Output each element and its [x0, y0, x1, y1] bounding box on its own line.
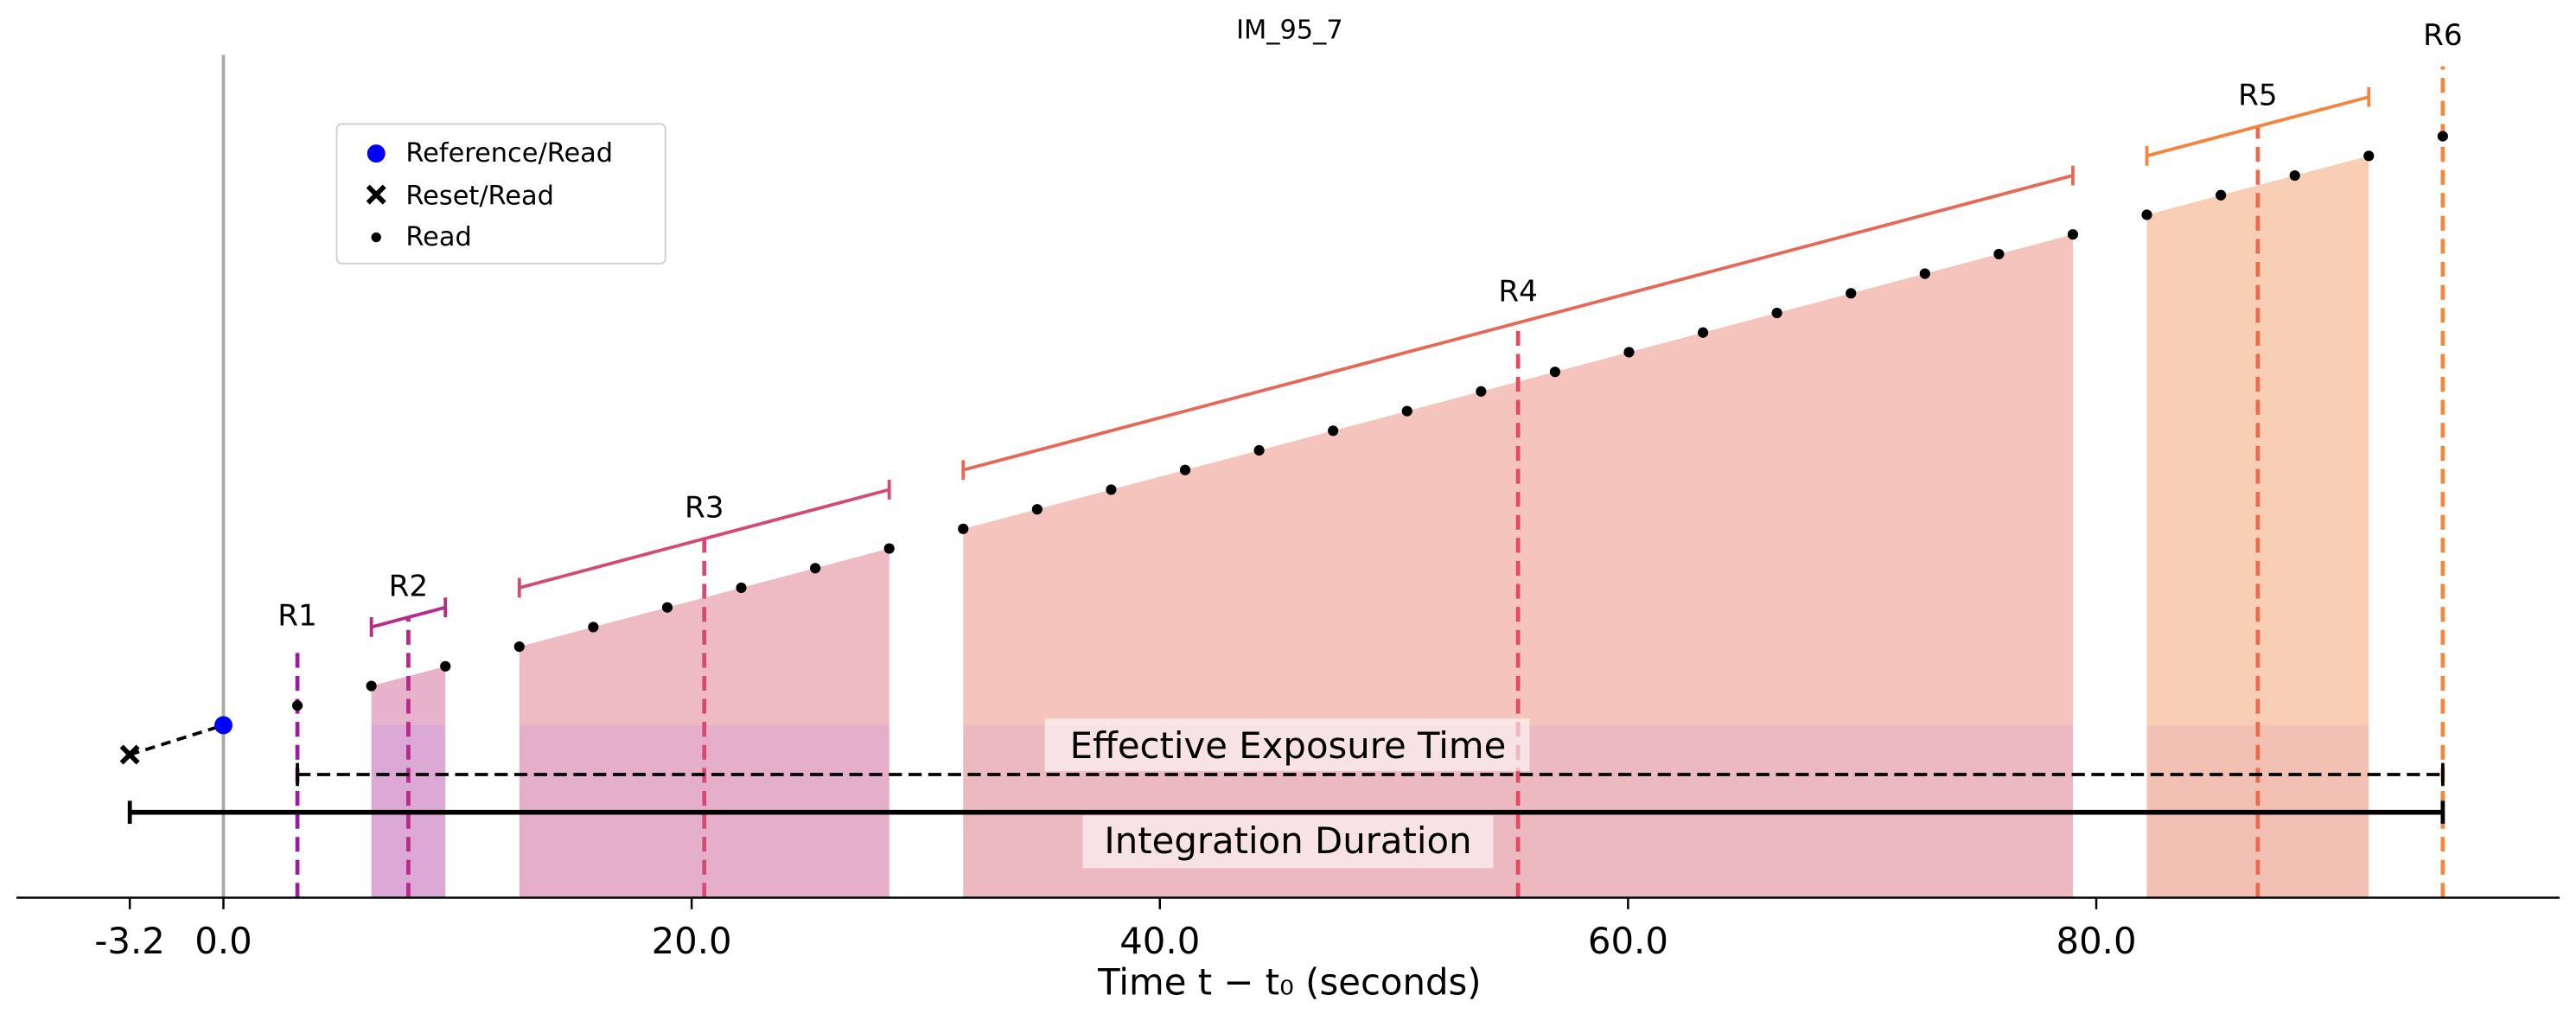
read-point — [2363, 150, 2375, 162]
read-point — [2141, 209, 2152, 220]
read-point — [1253, 444, 1265, 456]
group-label-R3: R3 — [685, 491, 724, 526]
read-point — [1919, 268, 1930, 279]
x-tick-label: 0.0 — [194, 920, 252, 962]
effective-exposure-label: Effective Exposure Time — [1070, 724, 1507, 767]
read-point — [2216, 189, 2227, 201]
group-bracket-R4 — [962, 174, 2074, 472]
legend-frame — [335, 123, 666, 265]
group-fill-upper-R5 — [2146, 156, 2369, 725]
read-point — [1993, 248, 2005, 259]
legend-reference-marker — [367, 144, 386, 163]
x-tick-label: -3.2 — [94, 920, 165, 962]
legend: Reference/Read Reset/Read Read — [335, 123, 666, 265]
read-point — [810, 563, 821, 574]
group-brackets — [369, 86, 2371, 637]
group-bracket-R2 — [371, 605, 446, 629]
read-point — [661, 602, 673, 613]
group-bracket-R5 — [2146, 95, 2369, 158]
x-axis-label: Time t − t₀ (seconds) — [1097, 961, 1481, 1004]
read-point — [2289, 169, 2300, 182]
read-point — [1106, 484, 1117, 495]
read-points — [119, 131, 2448, 765]
read-point — [1771, 307, 1782, 319]
read-point — [1697, 327, 1709, 338]
read-point — [1401, 405, 1412, 417]
effective-exposure-label-box — [1044, 718, 1530, 772]
read-point — [440, 660, 451, 672]
read-point — [291, 700, 303, 711]
reference-read-marker — [214, 716, 233, 735]
reset-to-reference-line — [129, 724, 225, 756]
x-tick-label: 40.0 — [1119, 920, 1200, 962]
x-axis-ticks: -3.2 0.0 20.0 40.0 60.0 80.0 — [94, 897, 2137, 962]
read-point — [1623, 347, 1635, 358]
group-label-R1: R1 — [277, 598, 317, 633]
chart-title: IM_95_7 — [1236, 16, 1343, 46]
read-point — [366, 680, 377, 692]
legend-label-reference: Reference/Read — [405, 138, 613, 169]
x-tick-label: 60.0 — [1588, 920, 1668, 962]
read-point — [736, 582, 747, 594]
x-tick-label: 80.0 — [2056, 920, 2137, 962]
x-tick-label: 20.0 — [652, 920, 732, 962]
group-label-R4: R4 — [1498, 275, 1538, 309]
legend-reset-marker — [366, 184, 386, 205]
group-fill-upper-R2 — [371, 666, 446, 725]
integration-duration-label: Integration Duration — [1104, 819, 1471, 862]
read-point — [588, 622, 599, 633]
group-label-R6: R6 — [2423, 18, 2463, 53]
read-point — [1846, 288, 1857, 299]
read-point — [2067, 229, 2079, 240]
group-fills — [371, 156, 2369, 898]
read-point — [2437, 131, 2448, 142]
read-point — [1476, 386, 1487, 397]
group-label-R5: R5 — [2238, 79, 2278, 113]
group-bracket-R3 — [519, 488, 890, 590]
read-point — [958, 523, 969, 534]
read-point — [883, 543, 895, 554]
read-point — [1549, 367, 1560, 378]
duration-spans: Effective Exposure Time Integration Durat… — [127, 718, 2445, 869]
integration-duration-label-box — [1082, 815, 1494, 869]
read-point — [1328, 425, 1339, 437]
reset-read-marker — [119, 744, 140, 765]
legend-label-reset: Reset/Read — [405, 182, 554, 212]
read-point — [1179, 464, 1191, 475]
read-point — [1031, 504, 1043, 515]
legend-read-marker — [371, 232, 381, 243]
legend-label-read: Read — [405, 222, 471, 252]
group-label-R2: R2 — [389, 569, 429, 603]
read-point — [513, 641, 525, 653]
